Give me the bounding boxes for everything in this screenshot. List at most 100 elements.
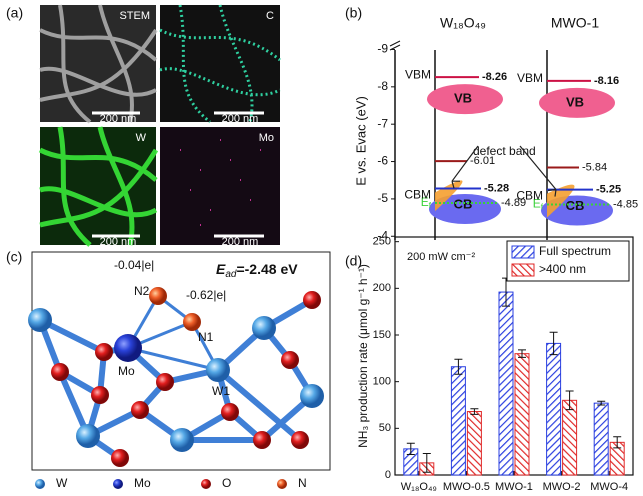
cbm-label: CBM [404, 188, 431, 202]
vb-region [427, 84, 503, 115]
x-tick-label: MWO-1 [495, 481, 533, 493]
y-tick-label: 200 [373, 282, 391, 294]
y-tick-label: -8 [377, 79, 388, 93]
legend-swatch [511, 245, 535, 259]
y-tick-label: -5 [377, 191, 388, 205]
energy-value: =-2.48 eV [236, 261, 298, 277]
vb-label: VB [454, 91, 472, 106]
defect-arrow [451, 145, 557, 197]
panel-label: (c) [6, 249, 22, 265]
y-tick-label: 0 [385, 469, 391, 481]
y-tick-label: -7 [377, 116, 388, 130]
bar-chart: 0 50 100 150 200 250 NH₃ production rate (μmol… [356, 236, 634, 493]
scale-bar-label: 200 nm [100, 236, 137, 248]
error-bar [406, 442, 415, 455]
cb-region [429, 194, 501, 225]
bar [562, 399, 578, 476]
tile-w: W 200 nm [38, 126, 159, 248]
error-bar [613, 436, 622, 449]
defect-region [547, 184, 575, 218]
error-bar [454, 358, 463, 375]
adsorption-energy: Ead=-2.48 eV [216, 261, 298, 280]
error-bar [597, 400, 606, 406]
error-bar [422, 453, 431, 473]
x-tick-label: MWO-2 [543, 481, 581, 493]
cbm-value: -5.28 [484, 182, 509, 194]
bar [593, 402, 609, 476]
column-title: MWO-1 [551, 15, 599, 31]
bar [546, 342, 562, 476]
tile-label: Mo [259, 132, 274, 144]
legend-label: O [222, 476, 231, 490]
scale-bar-label: 200 nm [222, 236, 259, 248]
vbm-label: VBM [517, 71, 543, 85]
vbm-value: -8.16 [594, 75, 619, 87]
legend-label: Full spectrum [539, 244, 611, 258]
charge-label: -0.62|e| [186, 288, 226, 302]
tile-label: C [266, 10, 274, 22]
axis-break [389, 40, 401, 51]
bar [498, 291, 514, 476]
ef-value: -4.85 [613, 198, 638, 210]
atoms [28, 287, 324, 467]
ef-symbol: E [421, 195, 429, 209]
vbm-value: -8.26 [482, 71, 507, 83]
legend-swatch [511, 263, 535, 277]
defect-band-label: defect band [473, 144, 536, 158]
vb-region [539, 87, 615, 118]
structure: -0.04|e| N2 -0.62|e| N1 Mo W1 Ead=-2.48 … [28, 251, 331, 471]
energy-symbol: E [216, 261, 226, 277]
error-bar [565, 390, 574, 411]
ef-label: Ef [421, 195, 432, 210]
annotation: 200 mW cm⁻² [407, 251, 475, 263]
x-tick-label: MWO-4 [590, 481, 628, 493]
atom-legend: W Mo O N [35, 476, 307, 490]
charge-label: -0.04|e| [114, 258, 154, 272]
y-axis-label: NH₃ production rate (μmol g⁻¹ h⁻¹) [356, 264, 370, 448]
bonds [37, 294, 315, 461]
ef-symbol: E [533, 197, 541, 211]
column-title: W₁₈O₄₉ [440, 15, 486, 31]
defect-value: -6.01 [470, 155, 495, 167]
vbm-label: VBM [405, 67, 431, 81]
atom-label: W1 [212, 384, 230, 398]
tile-stem: STEM 200 nm [39, 4, 158, 125]
energy-diagram: -4-5-6-7-8-9E vs. Evac (eV)W₁₈O₄₉CBVBEf-… [353, 15, 638, 243]
y-tick-label: 50 [379, 422, 391, 434]
ef-value: -4.89 [501, 197, 526, 209]
ef-subscript: f [429, 201, 432, 210]
error-bar [470, 408, 479, 415]
bar [514, 353, 530, 476]
x-tick-label: MWO-0.5 [443, 481, 490, 493]
error-bar [518, 349, 526, 358]
bar [450, 366, 466, 476]
cbm-value: -5.25 [596, 183, 621, 195]
tile-mo: Mo 200 nm [160, 127, 280, 248]
legend-label: Mo [134, 476, 151, 490]
ef-label: Ef [533, 197, 544, 212]
legend-label: W [56, 476, 68, 490]
panel-label: (a) [6, 5, 23, 21]
bar [466, 411, 482, 476]
y-tick-label: 150 [373, 329, 391, 341]
energy-subscript: ad [225, 269, 237, 280]
tile-c: C 200 nm [159, 4, 281, 125]
tile-label: STEM [119, 10, 150, 22]
ef-subscript: f [541, 203, 544, 212]
y-tick-label: -9 [377, 42, 388, 56]
error-bar [549, 331, 558, 356]
panel-label: (d) [345, 253, 362, 269]
y-tick-label: -6 [377, 154, 388, 168]
panel-label: (b) [345, 5, 362, 21]
defect-value: -5.84 [582, 161, 607, 173]
y-tick-label: -4 [377, 228, 388, 242]
tile-label: W [136, 132, 147, 144]
atom-label: N1 [198, 330, 214, 344]
scale-bar-label: 200 nm [222, 113, 259, 125]
atom-label: N2 [134, 284, 150, 298]
legend-label: >400 nm [539, 262, 586, 276]
y-axis-label: E vs. Evac (eV) [353, 96, 368, 186]
atom-label: Mo [118, 364, 135, 378]
